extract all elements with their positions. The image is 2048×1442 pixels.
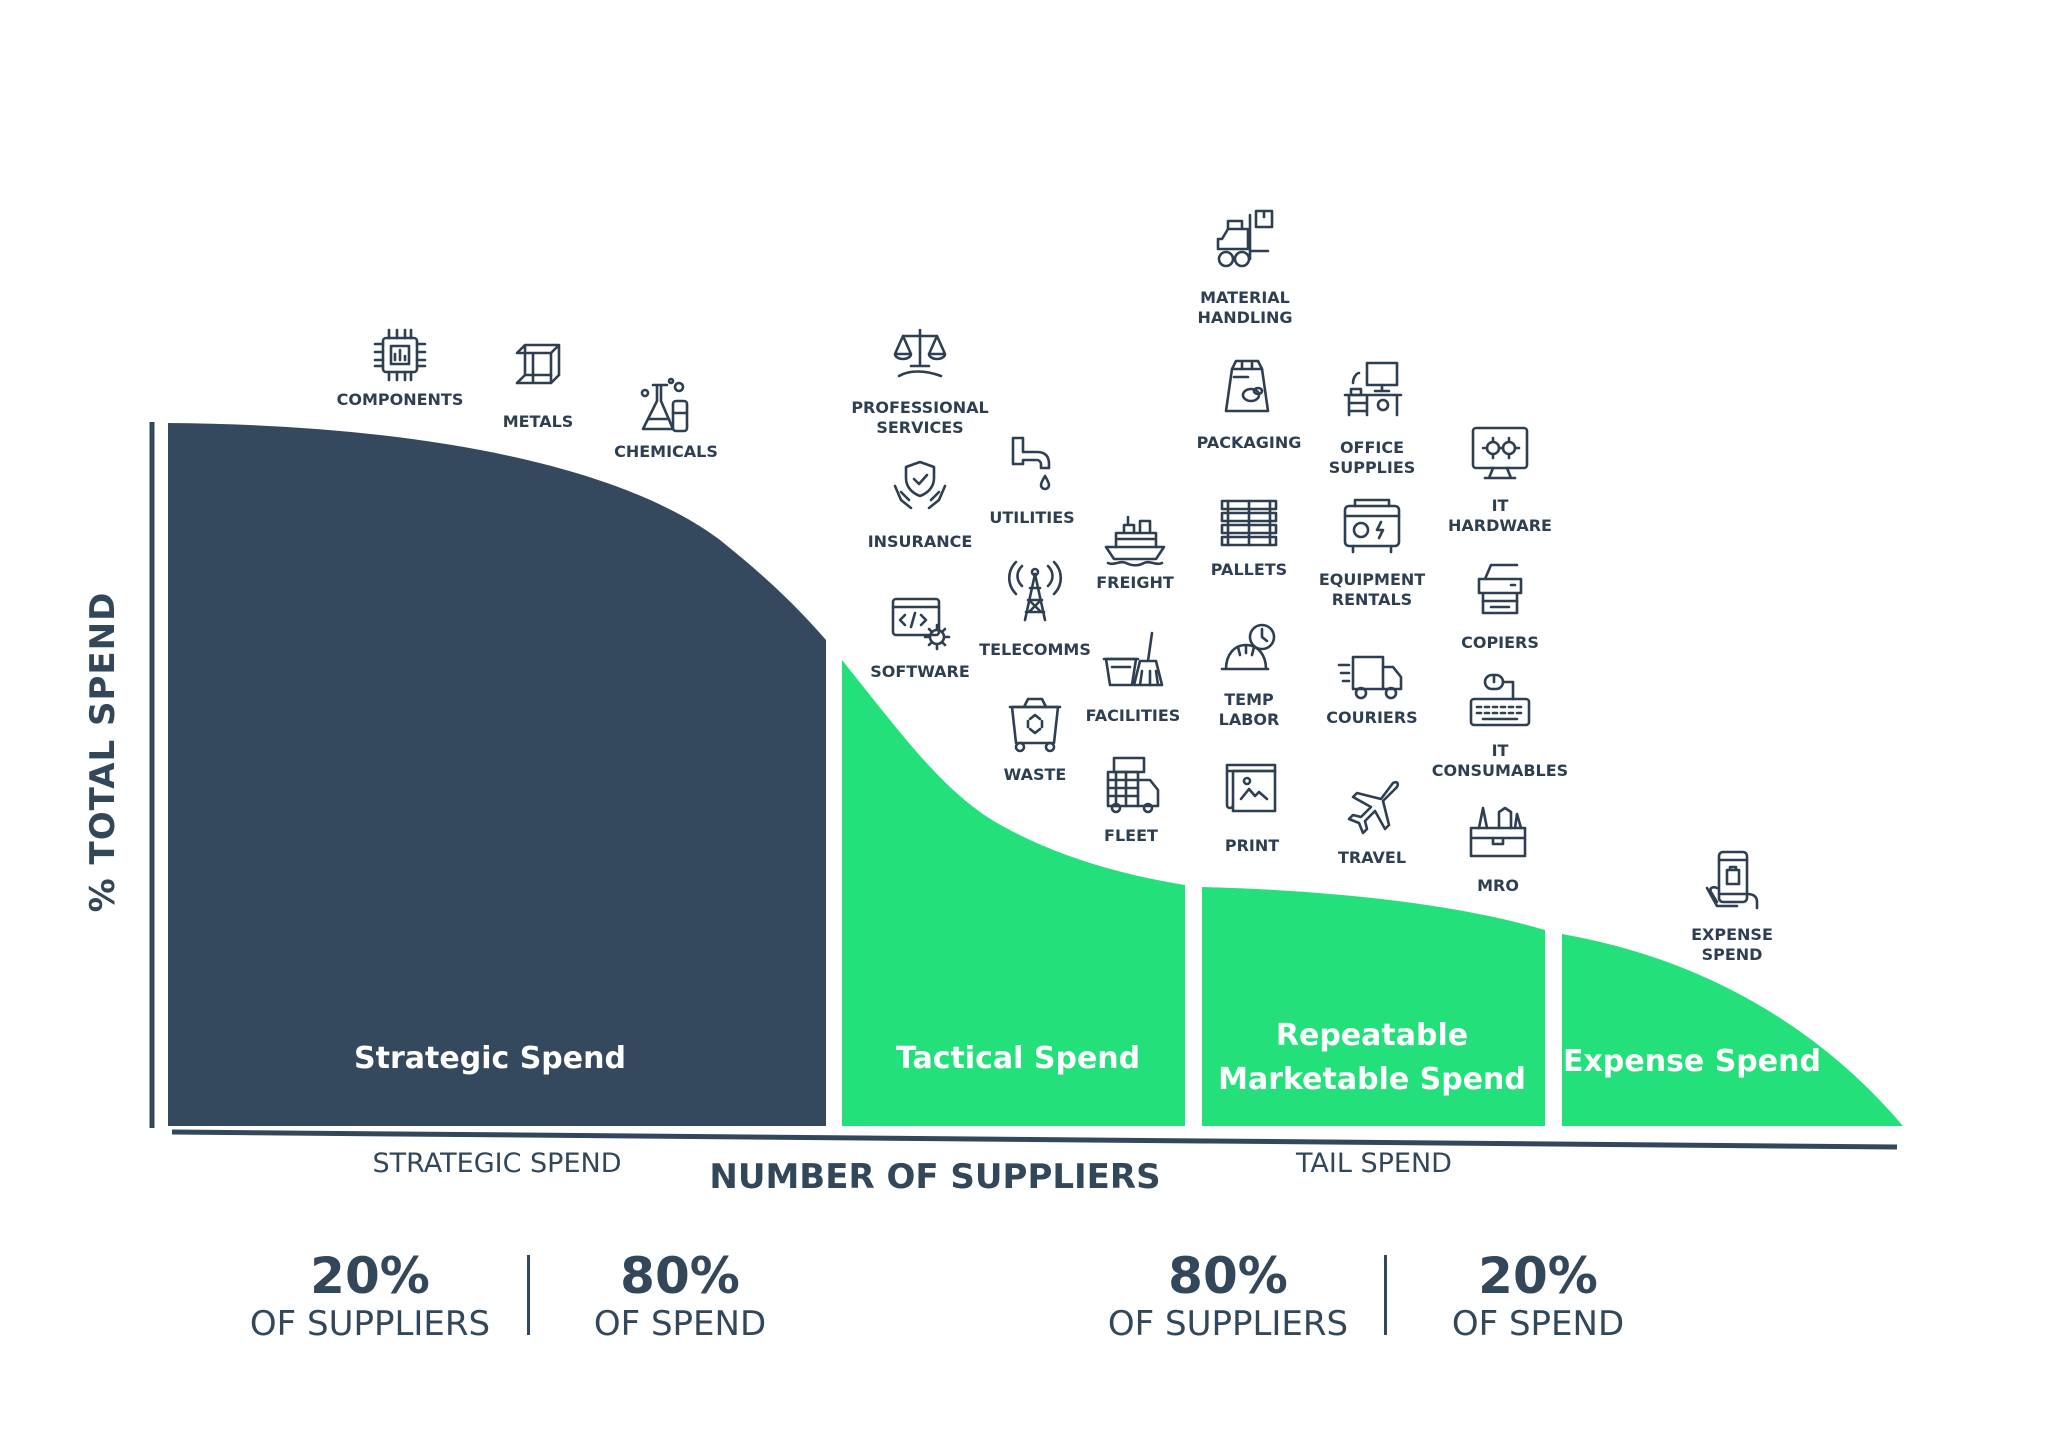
truck-fleet-icon [1096, 750, 1166, 820]
category-label: MATERIAL HANDLING [1197, 288, 1293, 327]
scales-icon [885, 320, 955, 390]
category-label: EQUIPMENT RENTALS [1318, 570, 1426, 609]
region-label-tactical: Tactical Spend [895, 1041, 1141, 1076]
region-label-expense: Expense Spend [1563, 1044, 1821, 1079]
x-axis-line [171, 1129, 1898, 1150]
stat-divider [1384, 1255, 1387, 1335]
stat-strategic-spend: 80% OF SPEND [530, 1248, 830, 1344]
stat-description: OF SPEND [1451, 1304, 1625, 1344]
category-label: PROFESSIONAL SERVICES [851, 398, 989, 437]
expense-spend-area [1562, 934, 1903, 1126]
stat-divider [527, 1255, 530, 1335]
category-label: PALLETS [1210, 560, 1288, 579]
print-scroll-icon [1217, 755, 1287, 825]
category-label: TRAVEL [1337, 848, 1407, 867]
flask-icon [631, 373, 701, 443]
category-label: METALS [502, 412, 574, 431]
category-label: PACKAGING [1196, 433, 1302, 452]
stat-tail-suppliers: 80% OF SUPPLIERS [1078, 1248, 1378, 1344]
strategic-spend-caption: STRATEGIC SPEND [372, 1148, 622, 1179]
bucket-broom-icon [1098, 627, 1168, 697]
region-label-repeatable: Repeatable Marketable Spend [1218, 1018, 1526, 1097]
hardhat-clock-icon [1214, 617, 1284, 687]
category-label: CHEMICALS [614, 442, 718, 461]
code-gear-icon [885, 587, 955, 657]
chip-icon [365, 320, 435, 390]
stat-description: OF SUPPLIERS [1107, 1304, 1349, 1344]
stat-percent: 20% [310, 1247, 430, 1305]
tail-spend-caption: TAIL SPEND [1296, 1148, 1452, 1179]
category-label: COPIERS [1461, 633, 1539, 652]
faucet-icon [997, 428, 1067, 498]
recycle-bin-icon [1000, 685, 1070, 755]
category-label: EXPENSE SPEND [1691, 925, 1773, 964]
tactical-spend-area [842, 660, 1185, 1126]
stat-description: OF SUPPLIERS [249, 1304, 491, 1344]
keyboard-mouse-icon [1465, 669, 1535, 739]
monitor-gear-icon [1465, 420, 1535, 490]
y-axis-label: % TOTAL SPEND [83, 591, 123, 913]
category-label: TELECOMMS [979, 640, 1091, 659]
category-label: IT CONSUMABLES [1431, 741, 1569, 780]
category-label: FACILITIES [1085, 706, 1181, 725]
category-label: OFFICE SUPPLIES [1328, 438, 1416, 477]
category-label: IT HARDWARE [1448, 496, 1552, 535]
phone-hand-icon [1697, 848, 1767, 918]
repeatable-marketable-spend-area [1202, 887, 1545, 1126]
category-label: MRO [1477, 876, 1519, 895]
desk-icon [1337, 355, 1407, 425]
forklift-icon [1210, 205, 1280, 275]
stat-percent: 20% [1478, 1247, 1598, 1305]
category-label: UTILITIES [989, 508, 1075, 527]
category-label: PRINT [1224, 836, 1280, 855]
stat-percent: 80% [620, 1247, 740, 1305]
category-label: COURIERS [1326, 708, 1418, 727]
category-label: TEMP LABOR [1218, 690, 1280, 729]
generator-icon [1337, 492, 1407, 562]
region-label-strategic: Strategic Spend [354, 1041, 626, 1076]
category-label: COMPONENTS [336, 390, 464, 409]
toolbox-icon [1463, 798, 1533, 868]
ship-icon [1100, 503, 1170, 573]
category-label: INSURANCE [867, 532, 973, 551]
steel-beam-icon [503, 337, 573, 407]
strategic-spend-area [168, 423, 826, 1126]
stat-description: OF SPEND [593, 1304, 767, 1344]
category-label: FLEET [1104, 826, 1158, 845]
category-label: WASTE [1003, 765, 1067, 784]
stat-strategic-suppliers: 20% OF SUPPLIERS [220, 1248, 520, 1344]
tower-icon [1000, 560, 1070, 630]
bag-icon [1214, 353, 1284, 423]
pallet-icon [1214, 489, 1284, 559]
category-label: SOFTWARE [870, 662, 970, 681]
x-axis-label: NUMBER OF SUPPLIERS [709, 1157, 1161, 1197]
copier-icon [1465, 555, 1535, 625]
airplane-icon [1337, 773, 1407, 843]
delivery-truck-icon [1337, 643, 1407, 713]
category-label: FREIGHT [1096, 573, 1174, 592]
shield-hands-icon [885, 452, 955, 522]
stat-percent: 80% [1168, 1247, 1288, 1305]
stat-tail-spend: 20% OF SPEND [1388, 1248, 1688, 1344]
